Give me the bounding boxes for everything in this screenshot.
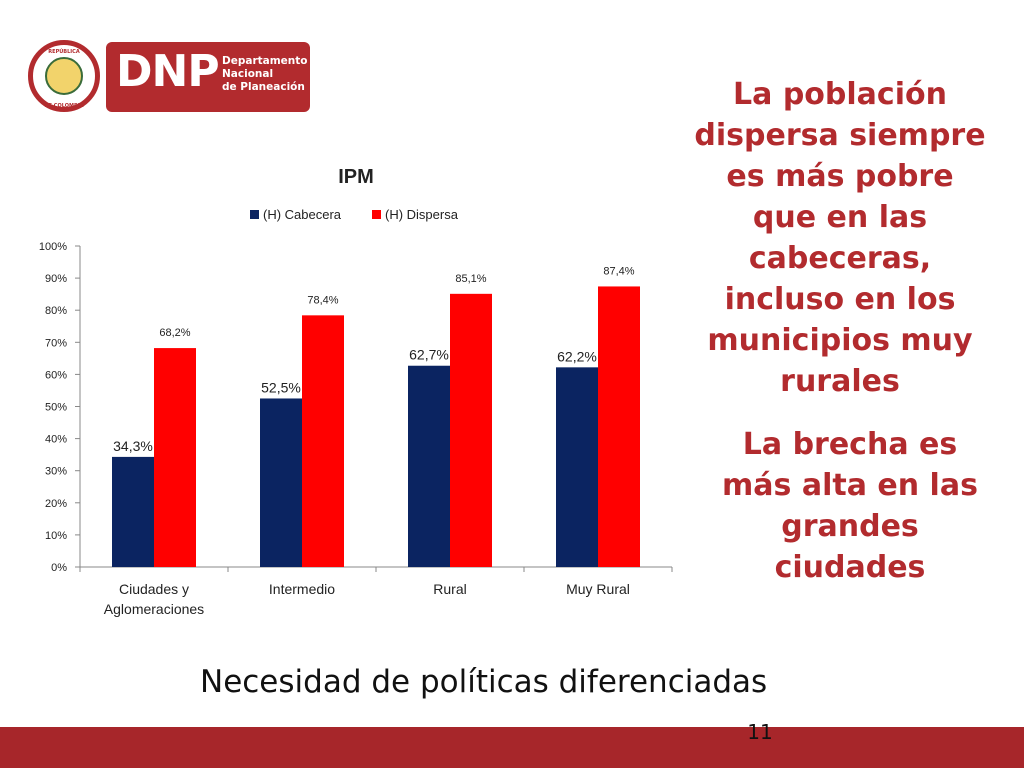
side-statement-poverty: La población dispersa siempre es más pobre… [690,74,990,402]
bar-dispersa-4 [598,286,640,567]
dnp-logo: REPÚBLICA DE COLOMBIA DNP Departamento N… [28,40,312,114]
bar-dispersa-1 [154,348,196,567]
ipm-chart-svg: IPM (H) Cabecera (H) Dispersa 0% 10% 20% 30% 40… [39,166,673,617]
bar-cabecera-4 [556,367,598,567]
data-label-cabecera-1: 34,3% [113,438,153,454]
side-statement-gap-line-1: La brecha es [742,427,958,462]
side-statement-poverty-line-1: La población [733,77,947,112]
y-tick-label: 50% [45,402,67,414]
bar-dispersa-3 [450,293,492,567]
y-tick-label: 20% [45,498,67,510]
dnp-full-name: Departamento Nacional de Planeación [222,55,308,94]
side-statement-gap-line-2: más alta en las [722,468,978,503]
side-statement-gap-line-3: grandes [781,509,919,544]
data-label-dispersa-2: 78,4% [307,294,338,306]
side-statement-poverty-line-2: dispersa siempre [694,118,986,153]
y-tick-label: 0% [51,562,67,574]
bar-dispersa-2 [302,315,344,567]
category-label-4: Muy Rural [566,581,630,597]
side-statement-poverty-line-3: es más pobre [726,159,954,194]
dnp-name-line-1: Departamento [222,55,308,67]
seal-bottom-text: DE COLOMBIA [44,103,84,109]
bar-cabecera-3 [408,365,450,567]
side-statement-poverty-line-8: rurales [780,364,900,399]
colombia-seal-icon: REPÚBLICA DE COLOMBIA [28,40,100,112]
ipm-chart: IPM (H) Cabecera (H) Dispersa 0% 10% 20% 30% 40… [20,150,690,640]
coat-of-arms-icon [45,57,83,95]
data-label-cabecera-2: 52,5% [261,379,301,395]
category-label-2: Intermedio [269,581,335,597]
footer-conclusion: Necesidad de políticas diferenciadas [200,664,768,700]
side-statement-gap: La brecha es más alta en las grandes ciudad… [710,424,990,588]
bar-cabecera-2 [260,398,302,567]
data-label-dispersa-4: 87,4% [603,265,634,277]
y-tick-label: 80% [45,305,67,317]
side-statement-gap-line-4: ciudades [774,550,926,585]
side-statement-poverty-line-4: que en las [752,200,928,235]
legend-label-2: (H) Dispersa [385,207,459,222]
category-label-1: Aglomeraciones [104,601,204,617]
y-tick-label: 70% [45,337,67,349]
bottom-bar [0,727,1024,768]
side-statement-poverty-line-6: incluso en los [724,282,956,317]
dnp-name-line-2: Nacional [222,68,274,80]
y-tick-label: 100% [39,241,67,253]
legend-label-1: (H) Cabecera [263,207,342,222]
y-tick-label: 40% [45,434,67,446]
dnp-acronym: DNP [116,46,220,97]
dnp-name-line-3: de Planeación [222,81,305,93]
seal-top-text: REPÚBLICA [48,49,80,55]
y-tick-label: 30% [45,466,67,478]
data-label-dispersa-3: 85,1% [455,273,486,285]
side-statement-poverty-line-7: municipios muy [707,323,973,358]
page-number: 11 [747,720,773,744]
data-label-cabecera-3: 62,7% [409,347,449,363]
category-label-3: Rural [433,581,466,597]
side-statement-poverty-line-5: cabeceras, [748,241,932,276]
data-label-dispersa-1: 68,2% [159,327,190,339]
legend-swatch-2 [372,210,381,219]
y-tick-label: 10% [45,530,67,542]
y-tick-label: 90% [45,273,67,285]
chart-title: IPM [338,166,374,188]
dnp-brand-box: DNP Departamento Nacional de Planeación [106,42,310,112]
legend-swatch-1 [250,210,259,219]
y-tick-label: 60% [45,369,67,381]
bar-cabecera-1 [112,456,154,567]
category-label-1: Ciudades y [119,581,189,597]
data-label-cabecera-4: 62,2% [557,348,597,364]
